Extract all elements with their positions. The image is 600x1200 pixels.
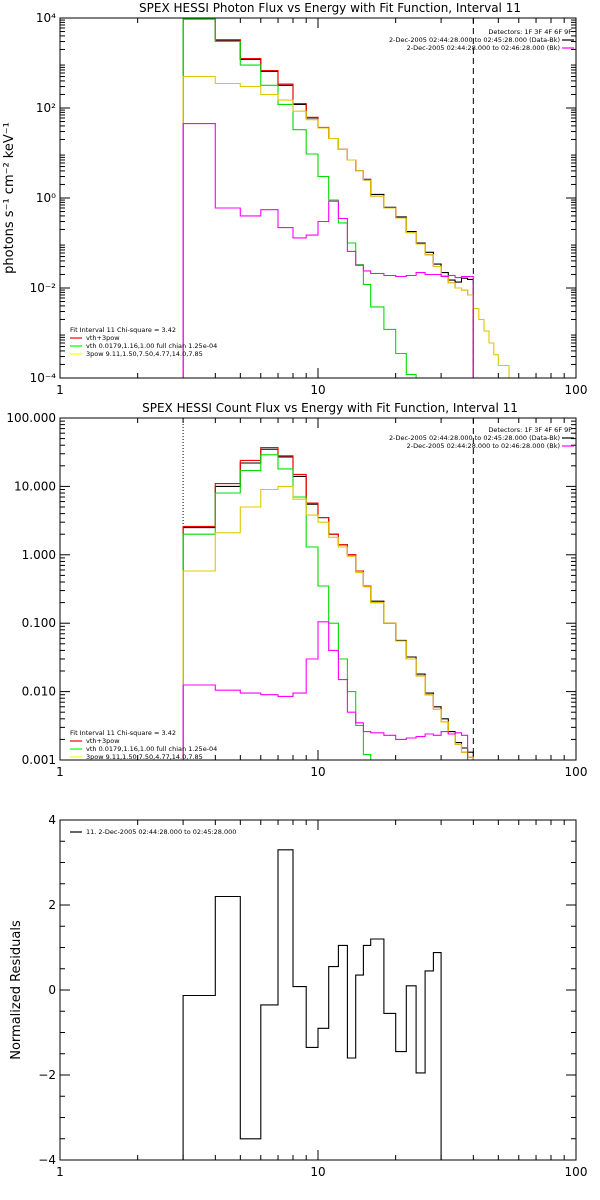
y-tick-label: 10⁻⁴ [30,371,57,385]
y-tick-label: 10⁻² [30,281,57,295]
legend-vth-3pow: vth+3pow [86,334,120,342]
x-tick-label: 1 [56,1165,64,1179]
count-flux-legend-bottom: Fit Interval 11 Chi-square = 3.42 vth+3p… [70,729,217,761]
count-flux-title: SPEX HESSI Count Flux vs Energy with Fit… [142,401,518,415]
y-tick-label: 0 [48,983,56,997]
series-bk [182,123,474,378]
x-tick-label: 10 [310,765,325,779]
y-tick-label: 10⁴ [36,11,56,25]
residuals-plot-frame [59,819,577,1161]
count-flux-legend-top: Detectors: 1F 3F 4F 6F 9F 2-Dec-2005 02:… [389,426,574,450]
count-flux-panel: SPEX HESSI Count Flux vs Energy with Fit… [6,401,587,779]
series-bk [182,621,469,760]
photon-flux-panel: SPEX HESSI Photon Flux vs Energy with Fi… [2,1,587,397]
count-flux-series [182,446,479,761]
legend-fit-interval: Fit Interval 11 Chi-square = 3.42 [70,326,176,334]
legend-background: 2-Dec-2005 02:44:28.000 to 02:46:28.000 … [407,44,560,52]
residuals-axes: 1 10 100 −4 −2 0 2 4 [38,813,587,1179]
y-tick-label: 10⁰ [36,191,56,205]
legend-fit-interval: Fit Interval 11 Chi-square = 3.42 [70,729,176,737]
y-tick-label: 0.100 [22,616,56,630]
residuals-panel: Normalized Residuals 1 10 100 −4 −2 0 2 4 11. 2… [9,813,587,1179]
legend-background: 2-Dec-2005 02:44:28.000 to 02:46:28.000 … [407,442,560,450]
x-tick-label: 100 [565,383,588,397]
residuals-series [182,849,442,1160]
photon-flux-legend-top: Detectors: 1F 3F 4F 6F 9F 2-Dec-2005 02:… [389,28,574,52]
y-tick-label: 4 [48,813,56,827]
count-flux-plot-frame [59,417,577,761]
y-tick-label: 10.000 [14,479,56,493]
photon-flux-y-axis-label: photons s⁻¹ cm⁻² keV⁻¹ [2,122,17,274]
photon-flux-plot-frame [59,17,577,379]
legend-data-minus-bk: 2-Dec-2005 02:44:28.000 to 02:45:28.000 … [389,434,560,442]
x-tick-label: 1 [56,383,64,397]
legend-detectors: Detectors: 1F 3F 4F 6F 9F [488,28,572,36]
x-tick-label: 10 [310,383,325,397]
y-tick-label: −4 [38,1153,56,1167]
y-tick-label: 10² [36,101,56,115]
residuals-legend: 11. 2-Dec-2005 02:44:28.000 to 02:45:28.… [70,828,236,836]
x-tick-label: 100 [565,765,588,779]
legend-3pow: 3pow 9.11,1.50,7.50,4.77,14.0,7.85 [86,350,203,358]
y-tick-label: 2 [48,898,56,912]
y-tick-label: 1.000 [22,548,56,562]
series-vth [182,18,417,378]
x-tick-label: 100 [565,1165,588,1179]
series-residuals [182,849,442,1160]
series-3pow [182,75,519,379]
residuals-y-axis-label: Normalized Residuals [9,920,24,1060]
y-tick-label: 0.001 [22,753,56,767]
count-flux-axes: 1 10 100 0.001 0.010 0.100 1.000 10.000 100.000 [6,411,587,779]
legend-residual-interval: 11. 2-Dec-2005 02:44:28.000 to 02:45:28.… [86,828,236,836]
legend-vth: vth 0.0179,1.16,1.00 full chian 1.25e-04 [86,342,217,350]
photon-flux-title: SPEX HESSI Photon Flux vs Energy with Fi… [139,1,521,15]
photon-flux-series [182,18,519,379]
legend-data-minus-bk: 2-Dec-2005 02:44:28.000 to 02:45:28.000 … [389,36,560,44]
legend-vth-3pow: vth+3pow [86,737,120,745]
y-tick-label: 100.000 [6,411,56,425]
legend-3pow: 3pow 9.11,1.50,7.50,4.77,14.0,7.85 [86,753,203,761]
x-tick-label: 1 [56,765,64,779]
legend-detectors: Detectors: 1F 3F 4F 6F 9F [488,426,572,434]
series-vth [182,454,372,760]
y-tick-label: −2 [38,1068,56,1082]
y-tick-label: 0.010 [22,685,56,699]
x-tick-label: 10 [310,1165,325,1179]
photon-flux-legend-bottom: Fit Interval 11 Chi-square = 3.42 vth+3p… [70,326,217,358]
legend-vth: vth 0.0179,1.16,1.00 full chian 1.25e-04 [86,745,217,753]
